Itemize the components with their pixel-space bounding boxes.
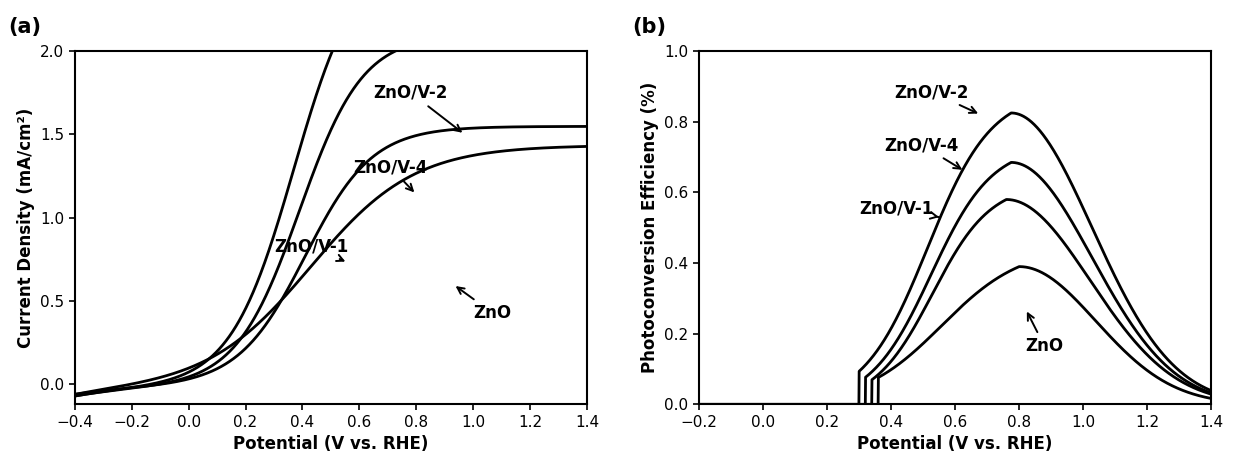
Text: ZnO: ZnO [458, 287, 511, 322]
Y-axis label: Current Density (mA/cm²): Current Density (mA/cm²) [16, 108, 35, 348]
Text: ZnO/V-2: ZnO/V-2 [894, 83, 976, 113]
Text: (a): (a) [9, 17, 41, 37]
Text: (b): (b) [632, 17, 666, 37]
Text: ZnO/V-1: ZnO/V-1 [274, 237, 348, 261]
Text: ZnO/V-2: ZnO/V-2 [373, 84, 461, 132]
Text: ZnO: ZnO [1025, 313, 1064, 355]
Text: ZnO/V-1: ZnO/V-1 [859, 200, 939, 219]
X-axis label: Potential (V vs. RHE): Potential (V vs. RHE) [233, 435, 429, 454]
Y-axis label: Photoconversion Efficiency (%): Photoconversion Efficiency (%) [641, 82, 658, 373]
Text: ZnO/V-4: ZnO/V-4 [884, 136, 961, 169]
Text: ZnO/V-4: ZnO/V-4 [353, 159, 428, 191]
X-axis label: Potential (V vs. RHE): Potential (V vs. RHE) [857, 435, 1053, 454]
